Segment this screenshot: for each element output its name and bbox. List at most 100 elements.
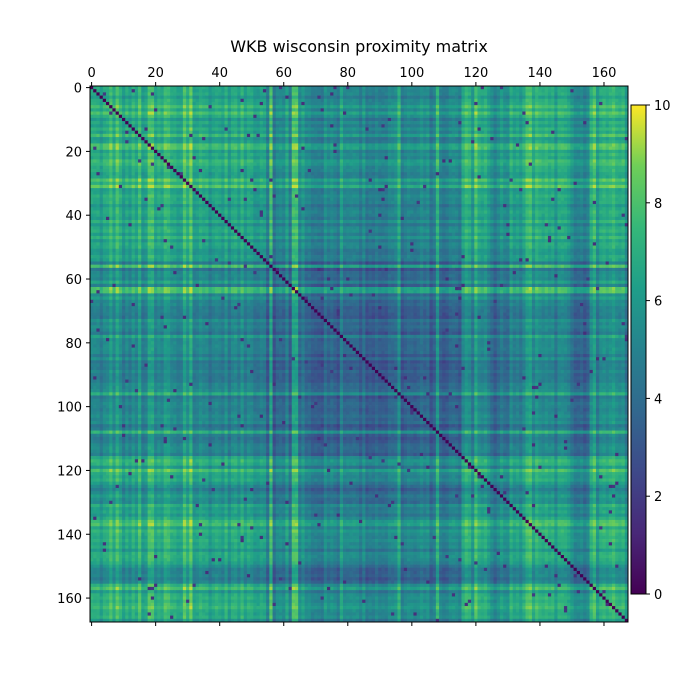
heatmap-cell [567, 153, 571, 157]
heatmap-cell [455, 137, 459, 141]
heatmap-cell [483, 105, 488, 109]
heatmap-cell [160, 175, 165, 179]
heatmap-cell [423, 117, 427, 122]
heatmap-cell [512, 156, 517, 160]
heatmap-cell [455, 168, 459, 173]
heatmap-cell [432, 153, 437, 157]
heatmap-cell [547, 89, 552, 93]
heatmap-cell [240, 137, 245, 141]
heatmap-cell [602, 89, 606, 93]
heatmap-cell [506, 98, 510, 103]
heatmap-cell [381, 162, 385, 167]
heatmap-cell [355, 168, 360, 173]
heatmap-cell [592, 146, 597, 151]
heatmap-cell [490, 175, 494, 179]
heatmap-cell [234, 137, 238, 141]
heatmap-cell [122, 117, 126, 122]
heatmap-cell [144, 168, 148, 173]
heatmap-cell [102, 111, 107, 116]
heatmap-cell [112, 108, 116, 112]
heatmap-cell [541, 105, 546, 109]
heatmap-cell [387, 140, 392, 144]
heatmap-cell [429, 101, 434, 106]
heatmap-cell [144, 140, 148, 144]
heatmap-cell [519, 168, 523, 173]
heatmap-cell [323, 86, 328, 90]
heatmap-cell [90, 124, 94, 128]
heatmap-cell [474, 98, 478, 103]
heatmap-cell [442, 105, 446, 109]
heatmap-cell [150, 124, 155, 128]
heatmap-cell [439, 143, 443, 147]
heatmap-cell [378, 92, 382, 96]
heatmap-cell [224, 153, 229, 157]
heatmap-cell [525, 89, 530, 93]
heatmap-cell [346, 168, 350, 173]
heatmap-cell [90, 133, 94, 138]
heatmap-cell [99, 127, 104, 132]
heatmap-cell [310, 143, 315, 147]
heatmap-cell [471, 140, 475, 144]
heatmap-cell [544, 143, 549, 147]
heatmap-cell [416, 98, 421, 103]
heatmap-cell [483, 98, 488, 103]
heatmap-cell [467, 153, 472, 157]
heatmap-cell [198, 165, 203, 170]
heatmap-cell [314, 105, 318, 109]
heatmap-cell [365, 168, 369, 173]
heatmap-cell [346, 124, 350, 128]
heatmap-cell [435, 172, 440, 176]
heatmap-cell [407, 156, 411, 160]
heatmap-cell [442, 137, 446, 141]
heatmap-cell [483, 130, 488, 135]
heatmap-cell [352, 101, 357, 106]
heatmap-cell [195, 146, 200, 151]
heatmap-cell [346, 111, 350, 116]
heatmap-cell [234, 178, 238, 183]
heatmap-cell [352, 159, 357, 163]
heatmap-cell [519, 159, 523, 163]
heatmap-cell [471, 133, 475, 138]
heatmap-cell [150, 114, 155, 119]
heatmap-cell [493, 162, 498, 167]
heatmap-cell [173, 156, 177, 160]
heatmap-cell [154, 86, 158, 90]
heatmap-cell [109, 140, 113, 144]
heatmap-cell [221, 153, 225, 157]
heatmap-cell [429, 168, 434, 173]
heatmap-cell [573, 121, 578, 125]
heatmap-cell [509, 146, 514, 151]
heatmap-cell [599, 162, 603, 167]
heatmap-cell [330, 133, 334, 138]
heatmap-cell [160, 149, 165, 154]
heatmap-cell [563, 168, 568, 173]
heatmap-cell [602, 156, 606, 160]
heatmap-cell [176, 114, 181, 119]
heatmap-cell [154, 89, 158, 93]
heatmap-cell [618, 130, 622, 135]
heatmap-cell [147, 95, 152, 100]
heatmap-cell [314, 86, 318, 90]
heatmap-cell [538, 101, 542, 106]
heatmap-cell [371, 156, 376, 160]
heatmap-cell [423, 95, 427, 100]
heatmap-cell [458, 175, 462, 179]
heatmap-cell [323, 137, 328, 141]
heatmap-cell [294, 124, 299, 128]
heatmap-cell [224, 130, 229, 135]
heatmap-cell [294, 89, 299, 93]
heatmap-cell [586, 127, 590, 132]
heatmap-cell [512, 159, 517, 163]
heatmap-cell [474, 130, 478, 135]
heatmap-cell [211, 108, 216, 112]
heatmap-cell [122, 127, 126, 132]
heatmap-cell [189, 133, 193, 138]
heatmap-cell [128, 127, 132, 132]
heatmap-cell [397, 98, 401, 103]
heatmap-cell [595, 127, 600, 132]
heatmap-cell [413, 175, 417, 179]
heatmap-cell [423, 130, 427, 135]
heatmap-cell [102, 175, 107, 179]
heatmap-cell [288, 149, 293, 154]
heatmap-cell [118, 92, 123, 96]
